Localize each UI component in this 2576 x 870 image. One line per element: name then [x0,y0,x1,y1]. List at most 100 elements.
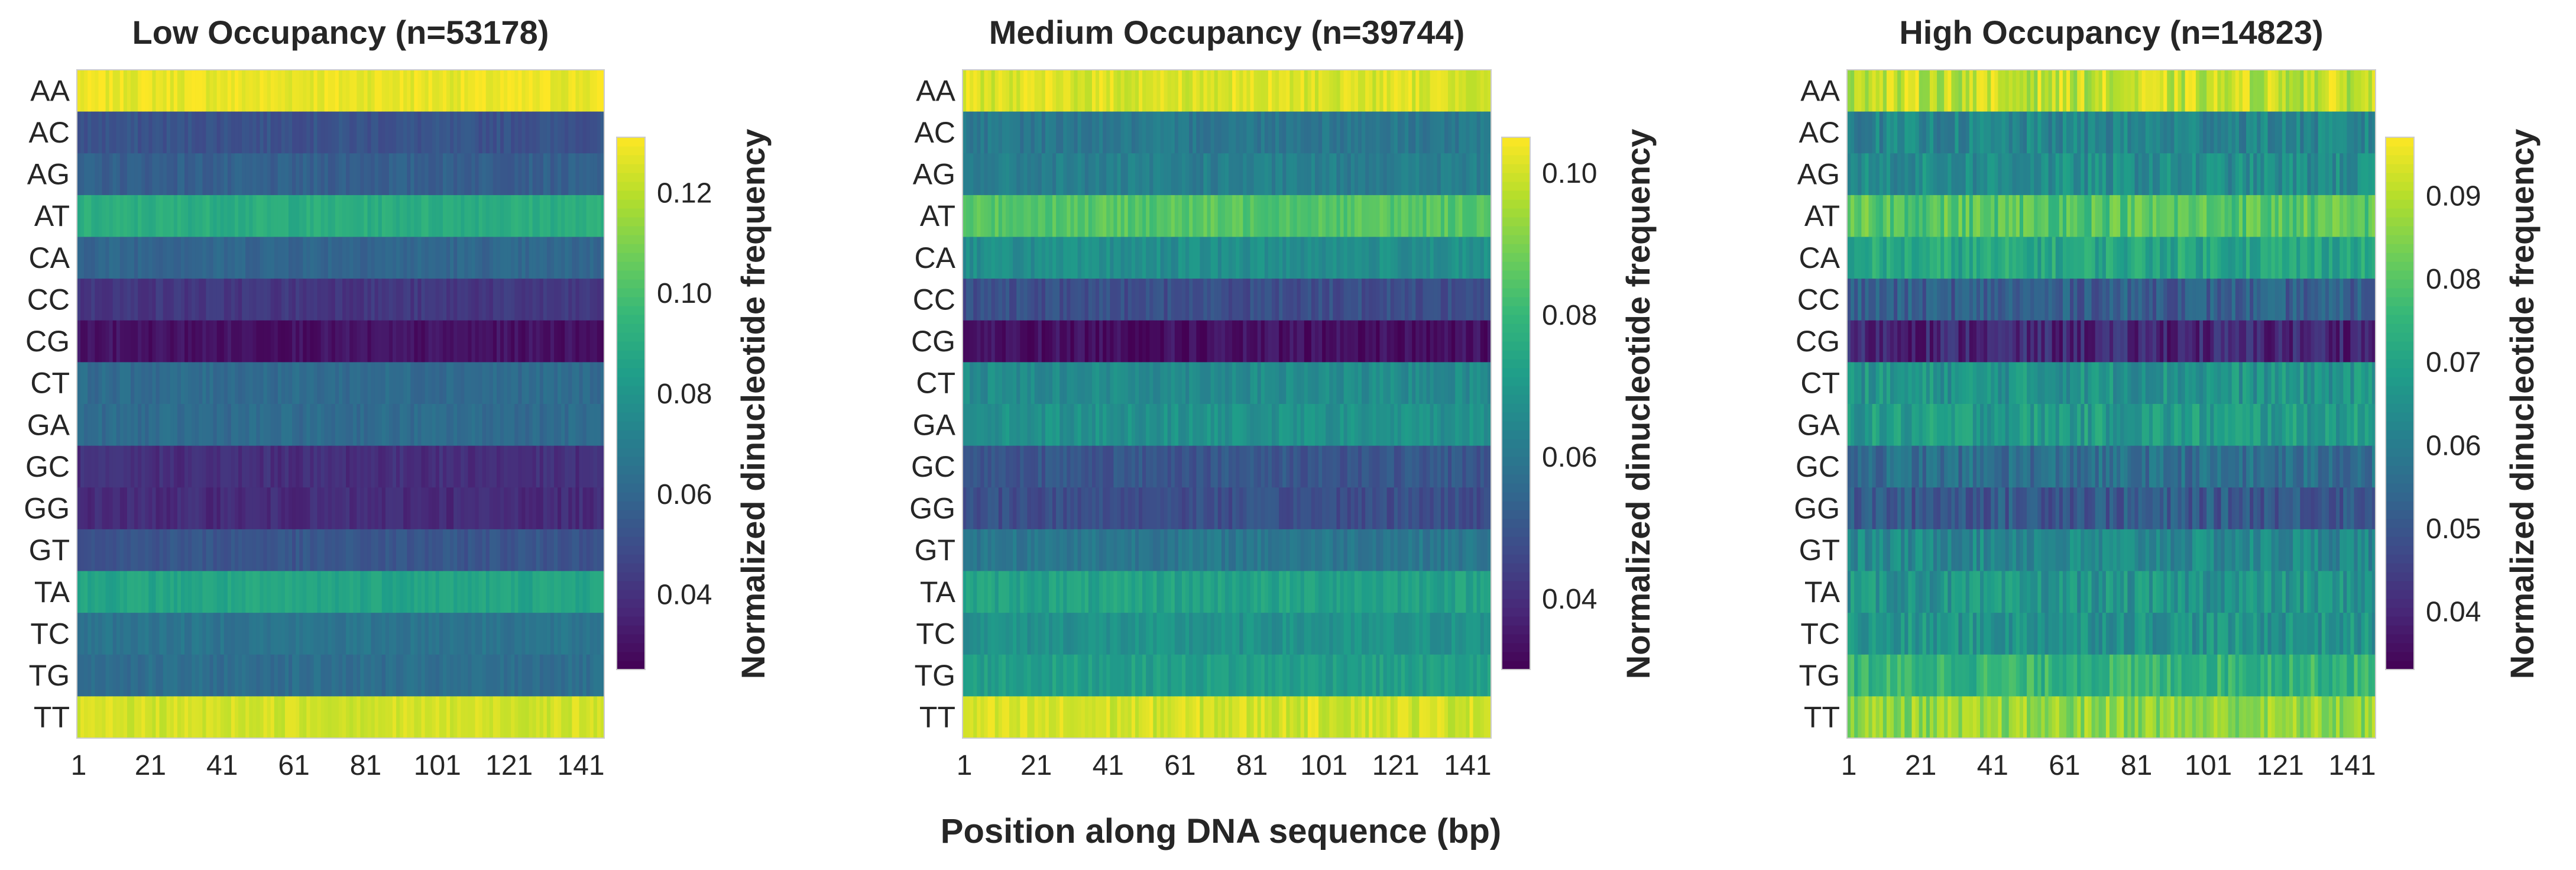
heatmap-cell [1268,654,1272,697]
heatmap-cell [1362,195,1366,238]
heatmap-cell [177,279,182,321]
heatmap-cell [1459,153,1463,196]
heatmap-cell [263,111,268,154]
x-tick-label: 101 [414,750,461,781]
heatmap-cell [1023,153,1028,196]
heatmap-cell [575,111,580,154]
heatmap-cell [1070,445,1075,488]
heatmap-cell [131,404,135,447]
heatmap-cell [1462,153,1467,196]
heatmap-cell [425,362,429,405]
heatmap-cell [1217,279,1222,321]
heatmap-cell [173,445,178,488]
heatmap-cell [1433,237,1438,279]
heatmap-cell [966,654,970,697]
heatmap-cell [1279,613,1283,655]
row-label: CA [915,241,956,274]
heatmap-cell [589,696,594,739]
heatmap-cell [216,111,221,154]
heatmap-cell [249,70,253,112]
heatmap-cell [1480,237,1485,279]
heatmap-cell [148,613,153,655]
colorbar-segment [1502,332,1530,342]
heatmap-cell [1307,696,1312,739]
heatmap-cell [1027,320,1032,363]
heatmap-cell [586,362,591,405]
heatmap-cell [1020,111,1024,154]
row-label: TG [915,659,955,692]
heatmap-cell [199,237,203,279]
heatmap-cell [1433,111,1438,154]
heatmap-cell [1419,404,1424,447]
heatmap-cell [1110,320,1114,363]
heatmap-cell [335,529,339,572]
heatmap-cell [159,279,164,321]
heatmap-cell [320,613,325,655]
heatmap-cell [1031,654,1035,697]
heatmap-cell [464,487,469,530]
heatmap-cell [98,445,103,488]
heatmap-cell [392,613,397,655]
heatmap-cell [1487,279,1492,321]
heatmap-cell [184,529,189,572]
heatmap-cell [471,571,476,613]
heatmap-cell [206,195,210,238]
heatmap-cell [1275,237,1279,279]
heatmap-cell [1103,70,1107,112]
heatmap-cell [145,445,149,488]
heatmap-cell [1077,487,1082,530]
heatmap-cell [414,195,419,238]
heatmap-cell [1056,696,1060,739]
heatmap-cell [482,70,487,112]
heatmap-cell [1034,320,1039,363]
heatmap-cell [1430,404,1434,447]
heatmap-cell [284,654,289,697]
heatmap-cell [1261,696,1265,739]
heatmap-cell [550,362,555,405]
heatmap-cell [1063,445,1067,488]
heatmap-cell [206,571,210,613]
x-tick-label: 61 [278,750,309,781]
heatmap-cell [145,529,149,572]
heatmap-cell [1307,279,1312,321]
heatmap-cell [1196,654,1200,697]
heatmap-cell [1390,445,1395,488]
heatmap-cell [597,153,601,196]
heatmap-cell [1253,571,1258,613]
heatmap-cell [1023,70,1028,112]
heatmap-cell [1336,237,1341,279]
heatmap-cell [270,70,275,112]
heatmap-cell [138,654,142,697]
heatmap-cell [1264,571,1269,613]
colorbar-segment [1502,563,1530,573]
heatmap-cell [582,404,587,447]
heatmap-cell [1376,153,1381,196]
heatmap-cell [1304,445,1308,488]
heatmap-cell [407,654,411,697]
heatmap-cell [1908,70,1913,112]
heatmap-cell [1307,487,1312,530]
heatmap-cell [593,70,598,112]
heatmap-cell [310,237,315,279]
heatmap-cell [546,237,551,279]
heatmap-cell [1070,696,1075,739]
heatmap-cell [1304,70,1308,112]
heatmap-cell [127,613,131,655]
heatmap-cell [199,195,203,238]
heatmap-cell [1448,279,1452,321]
heatmap-cell [1070,362,1075,405]
heatmap-cell [292,654,296,697]
heatmap-cell [421,445,426,488]
heatmap-cell [1466,487,1470,530]
heatmap-cell [1354,153,1359,196]
heatmap-cell [91,195,95,238]
heatmap-cell [1181,70,1186,112]
heatmap-cell [1408,279,1412,321]
heatmap-cell [521,487,526,530]
heatmap-cell [131,237,135,279]
x-tick-label: 1 [71,750,87,781]
heatmap-cell [579,70,584,112]
heatmap-cell [1376,279,1381,321]
heatmap-cell [1067,613,1071,655]
heatmap-cell [1293,487,1298,530]
